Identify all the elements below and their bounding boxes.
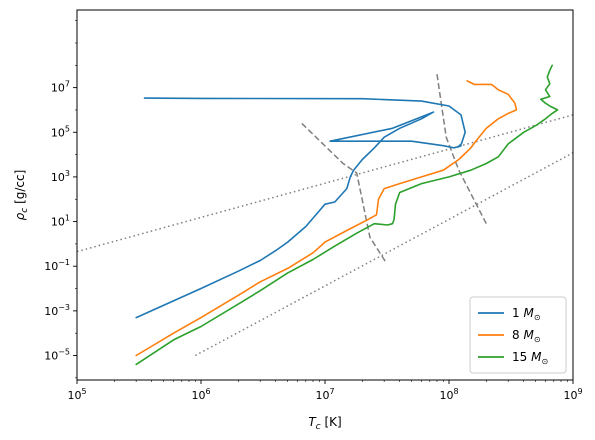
y-tick-label: 10−1 bbox=[44, 258, 70, 273]
legend: 1 M⊙ 8 M⊙ 15 M⊙ bbox=[469, 296, 567, 374]
x-tick-label: 106 bbox=[191, 387, 210, 402]
x-tick-label: 105 bbox=[67, 387, 86, 402]
reference-line-dashed-2 bbox=[301, 122, 387, 263]
legend-label-15: 15 M⊙ bbox=[512, 350, 548, 366]
x-axis-label: Tc [K] bbox=[308, 415, 341, 432]
legend-label-8: 8 M⊙ bbox=[512, 328, 541, 344]
legend-label-1: 1 M⊙ bbox=[512, 306, 541, 322]
y-tick-label: 10−3 bbox=[44, 303, 70, 318]
series-line-15-msun bbox=[135, 64, 559, 366]
reference-line-dashed-3 bbox=[436, 74, 487, 225]
y-tick-label: 105 bbox=[51, 124, 70, 139]
y-tick-label: 103 bbox=[51, 169, 70, 184]
x-tick-label: 107 bbox=[315, 387, 334, 402]
y-tick-label: 101 bbox=[51, 214, 70, 229]
y-tick-label: 10−5 bbox=[44, 348, 70, 363]
y-axis-label: ρc [g/cc] bbox=[13, 170, 30, 221]
x-tick-label: 108 bbox=[439, 387, 458, 402]
reference-line-dotted-0 bbox=[77, 114, 573, 253]
x-tick-label: 109 bbox=[563, 387, 582, 402]
series-line-8-msun bbox=[135, 80, 518, 357]
series-line-1-msun bbox=[135, 97, 466, 319]
legend-box bbox=[469, 296, 567, 374]
y-tick-label: 107 bbox=[51, 80, 70, 95]
